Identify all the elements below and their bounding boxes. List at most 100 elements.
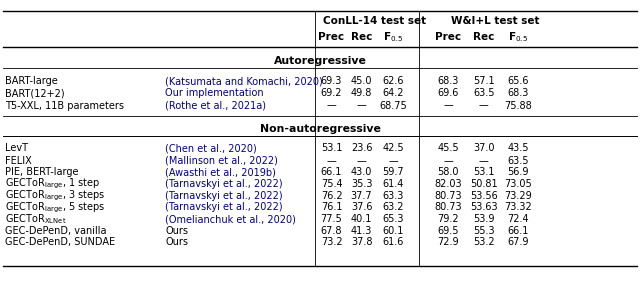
Text: GECToR$_{\mathrm{large}}$, 5 steps: GECToR$_{\mathrm{large}}$, 5 steps <box>5 200 106 215</box>
Text: —: — <box>388 156 398 166</box>
Text: 69.5: 69.5 <box>437 226 459 236</box>
Text: 53.56: 53.56 <box>470 191 498 201</box>
Text: 53.9: 53.9 <box>473 214 495 224</box>
Text: 37.7: 37.7 <box>351 191 372 201</box>
Text: FELIX: FELIX <box>5 156 32 166</box>
Text: 56.9: 56.9 <box>508 167 529 177</box>
Text: 53.63: 53.63 <box>470 203 498 212</box>
Text: 67.8: 67.8 <box>321 226 342 236</box>
Text: 63.5: 63.5 <box>473 88 495 98</box>
Text: 41.3: 41.3 <box>351 226 372 236</box>
Text: (Tarnavskyi et al., 2022): (Tarnavskyi et al., 2022) <box>165 203 283 212</box>
Text: 73.29: 73.29 <box>504 191 532 201</box>
Text: W&I+L test set: W&I+L test set <box>451 17 540 26</box>
Text: 75.4: 75.4 <box>321 179 342 189</box>
Text: 69.3: 69.3 <box>321 76 342 86</box>
Text: Prec: Prec <box>435 32 461 42</box>
Text: 73.2: 73.2 <box>321 237 342 247</box>
Text: 76.2: 76.2 <box>321 191 342 201</box>
Text: 59.7: 59.7 <box>382 167 404 177</box>
Text: —: — <box>326 156 337 166</box>
Text: GECToR$_{\mathrm{XLNet}}$: GECToR$_{\mathrm{XLNet}}$ <box>5 212 67 226</box>
Text: BART-large: BART-large <box>5 76 58 86</box>
Text: T5-XXL, 11B parameters: T5-XXL, 11B parameters <box>5 101 124 110</box>
Text: —: — <box>326 101 337 110</box>
Text: 76.1: 76.1 <box>321 203 342 212</box>
Text: Rec: Rec <box>473 32 495 42</box>
Text: Our implementation: Our implementation <box>165 88 264 98</box>
Text: 64.2: 64.2 <box>382 88 404 98</box>
Text: 37.6: 37.6 <box>351 203 372 212</box>
Text: BART(12+2): BART(12+2) <box>5 88 65 98</box>
Text: (Mallinson et al., 2022): (Mallinson et al., 2022) <box>165 156 278 166</box>
Text: 65.6: 65.6 <box>508 76 529 86</box>
Text: 37.8: 37.8 <box>351 237 372 247</box>
Text: ConLL-14 test set: ConLL-14 test set <box>323 17 426 26</box>
Text: —: — <box>479 101 489 110</box>
Text: —: — <box>356 101 367 110</box>
Text: 69.2: 69.2 <box>321 88 342 98</box>
Text: Non-autoregressive: Non-autoregressive <box>260 124 380 134</box>
Text: GECToR$_{\mathrm{large}}$, 1 step: GECToR$_{\mathrm{large}}$, 1 step <box>5 177 100 192</box>
Text: 55.3: 55.3 <box>473 226 495 236</box>
Text: (Katsumata and Komachi, 2020): (Katsumata and Komachi, 2020) <box>165 76 323 86</box>
Text: 49.8: 49.8 <box>351 88 372 98</box>
Text: 68.3: 68.3 <box>437 76 459 86</box>
Text: 79.2: 79.2 <box>437 214 459 224</box>
Text: 53.1: 53.1 <box>473 167 495 177</box>
Text: (Omelianchuk et al., 2020): (Omelianchuk et al., 2020) <box>165 214 296 224</box>
Text: GECToR$_{\mathrm{large}}$, 3 steps: GECToR$_{\mathrm{large}}$, 3 steps <box>5 188 106 203</box>
Text: 53.2: 53.2 <box>473 237 495 247</box>
Text: —: — <box>443 156 453 166</box>
Text: 60.1: 60.1 <box>382 226 404 236</box>
Text: —: — <box>443 101 453 110</box>
Text: 40.1: 40.1 <box>351 214 372 224</box>
Text: 45.5: 45.5 <box>437 144 459 153</box>
Text: PIE, BERT-large: PIE, BERT-large <box>5 167 79 177</box>
Text: Ours: Ours <box>165 226 188 236</box>
Text: (Awasthi et al., 2019b): (Awasthi et al., 2019b) <box>165 167 276 177</box>
Text: GEC-DePenD, SUNDAE: GEC-DePenD, SUNDAE <box>5 237 115 247</box>
Text: —: — <box>356 156 367 166</box>
Text: 72.9: 72.9 <box>437 237 459 247</box>
Text: 66.1: 66.1 <box>321 167 342 177</box>
Text: 77.5: 77.5 <box>321 214 342 224</box>
Text: 63.5: 63.5 <box>508 156 529 166</box>
Text: Ours: Ours <box>165 237 188 247</box>
Text: Prec: Prec <box>319 32 344 42</box>
Text: 73.05: 73.05 <box>504 179 532 189</box>
Text: 42.5: 42.5 <box>382 144 404 153</box>
Text: (Tarnavskyi et al., 2022): (Tarnavskyi et al., 2022) <box>165 191 283 201</box>
Text: $\mathbf{F}_{0.5}$: $\mathbf{F}_{0.5}$ <box>383 30 403 44</box>
Text: (Chen et al., 2020): (Chen et al., 2020) <box>165 144 257 153</box>
Text: 57.1: 57.1 <box>473 76 495 86</box>
Text: 80.73: 80.73 <box>434 203 462 212</box>
Text: Rec: Rec <box>351 32 372 42</box>
Text: 61.6: 61.6 <box>382 237 404 247</box>
Text: 45.0: 45.0 <box>351 76 372 86</box>
Text: 63.2: 63.2 <box>382 203 404 212</box>
Text: 66.1: 66.1 <box>508 226 529 236</box>
Text: 50.81: 50.81 <box>470 179 498 189</box>
Text: 75.88: 75.88 <box>504 101 532 110</box>
Text: 68.75: 68.75 <box>379 101 407 110</box>
Text: 61.4: 61.4 <box>382 179 404 189</box>
Text: —: — <box>479 156 489 166</box>
Text: LevT: LevT <box>5 144 28 153</box>
Text: 65.3: 65.3 <box>382 214 404 224</box>
Text: 35.3: 35.3 <box>351 179 372 189</box>
Text: 62.6: 62.6 <box>382 76 404 86</box>
Text: 53.1: 53.1 <box>321 144 342 153</box>
Text: (Rothe et al., 2021a): (Rothe et al., 2021a) <box>165 101 266 110</box>
Text: 63.3: 63.3 <box>382 191 404 201</box>
Text: 69.6: 69.6 <box>437 88 459 98</box>
Text: 37.0: 37.0 <box>473 144 495 153</box>
Text: 58.0: 58.0 <box>437 167 459 177</box>
Text: GEC-DePenD, vanilla: GEC-DePenD, vanilla <box>5 226 107 236</box>
Text: 68.3: 68.3 <box>508 88 529 98</box>
Text: (Tarnavskyi et al., 2022): (Tarnavskyi et al., 2022) <box>165 179 283 189</box>
Text: $\mathbf{F}_{0.5}$: $\mathbf{F}_{0.5}$ <box>508 30 529 44</box>
Text: Autoregressive: Autoregressive <box>273 56 367 66</box>
Text: 80.73: 80.73 <box>434 191 462 201</box>
Text: 67.9: 67.9 <box>508 237 529 247</box>
